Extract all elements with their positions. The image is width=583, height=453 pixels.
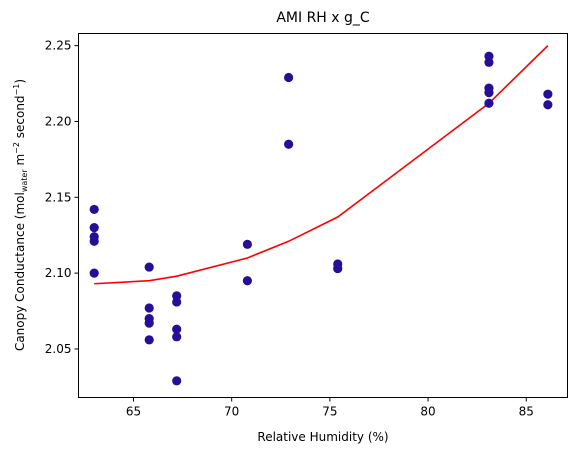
y-axis-label-sup1: −2	[12, 142, 21, 154]
data-point	[284, 139, 294, 149]
y-axis: 2.05 2.10 2.15 2.20 2.25	[45, 39, 79, 356]
data-point	[543, 89, 553, 99]
data-point	[284, 72, 294, 83]
y-axis-label-end: )	[13, 79, 27, 84]
x-tick-label: 85	[519, 405, 534, 419]
plot-frame	[78, 33, 568, 398]
data-point	[484, 57, 494, 67]
data-point	[543, 100, 553, 110]
data-point	[144, 303, 154, 313]
y-axis-label-mid2: second	[13, 95, 27, 142]
x-axis: 65 70 75 80 85	[126, 397, 534, 419]
data-point	[172, 297, 182, 307]
y-tick-label: 2.25	[45, 39, 72, 53]
chart-title: AMI RH x g_C	[276, 10, 370, 26]
y-tick-label: 2.15	[45, 190, 72, 204]
data-point	[172, 332, 182, 342]
y-axis-label: Canopy Conductance (molwater m−2 second−…	[12, 79, 29, 351]
y-axis-label-sup2: −1	[12, 84, 21, 96]
data-point	[333, 263, 343, 274]
data-point	[89, 204, 99, 215]
plot-area	[89, 45, 553, 386]
data-point	[144, 318, 154, 328]
x-axis-label: Relative Humidity (%)	[257, 430, 388, 444]
data-point	[89, 236, 99, 246]
x-tick-label: 80	[420, 405, 435, 419]
y-axis-label-mid: m	[13, 154, 27, 170]
data-point	[484, 98, 494, 108]
data-point	[144, 335, 154, 345]
data-point	[242, 276, 252, 286]
x-tick-label: 65	[126, 405, 141, 419]
data-point	[172, 376, 182, 386]
data-point	[242, 239, 252, 249]
x-tick-label: 70	[224, 405, 239, 419]
x-tick-label: 75	[322, 405, 337, 419]
data-point	[484, 88, 494, 98]
data-point	[89, 223, 99, 233]
y-axis-label-sub: water	[20, 169, 29, 193]
y-axis-label-main: Canopy Conductance (mol	[13, 192, 27, 351]
data-point	[172, 324, 182, 334]
y-tick-label: 2.20	[45, 114, 72, 128]
fit-line	[94, 45, 549, 285]
data-point	[144, 262, 154, 272]
y-tick-label: 2.10	[45, 266, 72, 280]
data-point	[89, 268, 99, 278]
y-tick-label: 2.05	[45, 342, 72, 356]
